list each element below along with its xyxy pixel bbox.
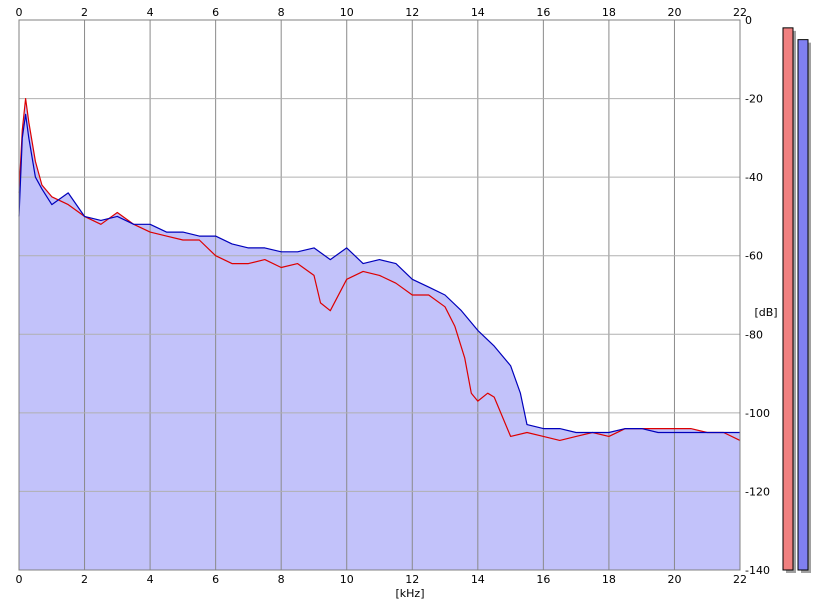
x-tick-label-bottom: 10 bbox=[340, 573, 354, 586]
y-tick-label: 0 bbox=[745, 14, 752, 27]
x-tick-label-top: 12 bbox=[405, 6, 419, 19]
y-axis-label: [dB] bbox=[754, 306, 777, 319]
x-ticks-top: 0 2 4 6 8 10 12 14 16 18 20 22 bbox=[16, 6, 748, 19]
x-tick-label-top: 16 bbox=[536, 6, 550, 19]
x-axis-label: [kHz] bbox=[396, 587, 425, 600]
x-tick-label-bottom: 6 bbox=[212, 573, 219, 586]
x-tick-label-top: 8 bbox=[278, 6, 285, 19]
x-tick-label-bottom: 2 bbox=[81, 573, 88, 586]
x-tick-label-top: 4 bbox=[147, 6, 154, 19]
x-tick-label-top: 22 bbox=[733, 6, 747, 19]
x-tick-label-bottom: 0 bbox=[16, 573, 23, 586]
x-tick-label-bottom: 16 bbox=[536, 573, 550, 586]
x-tick-label-bottom: 12 bbox=[405, 573, 419, 586]
series-line-1 bbox=[18, 98, 741, 441]
x-tick-label-bottom: 14 bbox=[471, 573, 485, 586]
x-tick-label-top: 20 bbox=[667, 6, 681, 19]
y-tick-label: -100 bbox=[745, 407, 770, 420]
y-tick-label: -80 bbox=[745, 328, 763, 341]
y-ticks-right: 0 -20 -40 -60 -80 -100 -120 -140 bbox=[745, 14, 770, 577]
level-meters[interactable] bbox=[782, 27, 811, 574]
y-tick-label: -120 bbox=[745, 485, 770, 498]
series-layer bbox=[18, 98, 741, 441]
level-meter-bar-1 bbox=[782, 27, 794, 571]
x-tick-label-bottom: 20 bbox=[667, 573, 681, 586]
plot-frame-layer bbox=[18, 19, 741, 571]
x-tick-label-bottom: 22 bbox=[733, 573, 747, 586]
x-tick-label-top: 10 bbox=[340, 6, 354, 19]
y-tick-label: -140 bbox=[745, 564, 770, 577]
x-tick-label-top: 18 bbox=[602, 6, 616, 19]
series-line-2 bbox=[18, 113, 740, 434]
x-tick-label-top: 6 bbox=[212, 6, 219, 19]
level-meter-bar-2 bbox=[797, 39, 809, 571]
x-tick-label-top: 2 bbox=[81, 6, 88, 19]
x-ticks-bottom: 0 2 4 6 8 10 12 14 16 18 20 22 bbox=[16, 573, 748, 586]
y-tick-label: -20 bbox=[745, 93, 763, 106]
plot-frame bbox=[18, 19, 741, 571]
x-tick-label-top: 0 bbox=[16, 6, 23, 19]
x-tick-label-bottom: 4 bbox=[147, 573, 154, 586]
y-tick-label: -40 bbox=[745, 171, 763, 184]
x-tick-label-bottom: 8 bbox=[278, 573, 285, 586]
x-tick-label-top: 14 bbox=[471, 6, 485, 19]
x-tick-label-bottom: 18 bbox=[602, 573, 616, 586]
y-tick-label: -60 bbox=[745, 250, 763, 263]
